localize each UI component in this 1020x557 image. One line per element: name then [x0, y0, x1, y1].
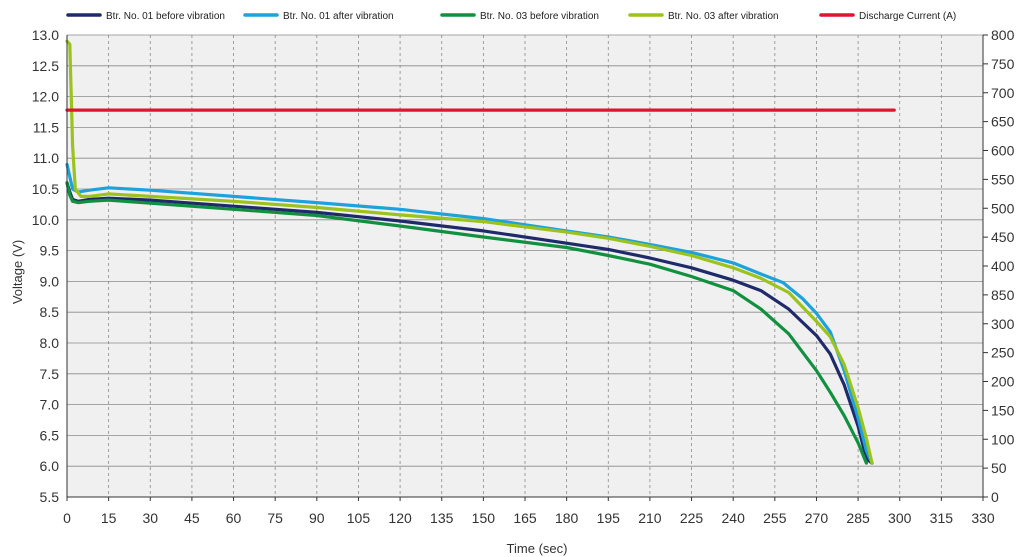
- y-tick-label: 9.5: [40, 243, 60, 259]
- x-tick-label: 105: [347, 510, 371, 526]
- y-tick-label: 11.0: [33, 150, 59, 166]
- x-tick-label: 240: [722, 510, 746, 526]
- y2-tick-label: 850: [991, 287, 1015, 303]
- x-tick-label: 270: [805, 510, 829, 526]
- y-axis-title: Voltage (V): [10, 240, 25, 304]
- y2-tick-label: 0: [991, 489, 999, 505]
- y-tick-label: 11.5: [33, 119, 59, 135]
- x-tick-label: 45: [184, 510, 200, 526]
- x-tick-label: 180: [555, 510, 579, 526]
- x-tick-label: 60: [226, 510, 242, 526]
- y2-tick-label: 300: [991, 316, 1015, 332]
- y-tick-label: 6.0: [40, 458, 60, 474]
- x-tick-label: 210: [638, 510, 662, 526]
- y2-tick-label: 200: [991, 374, 1015, 390]
- grid: [67, 34, 984, 498]
- y2-tick-label: 750: [991, 56, 1015, 72]
- axes: 5.5 6.0 6.5 7.0 7.5 8.0 8.5 9.0 9.5 10.0 10.5 11.0 1…: [32, 27, 1015, 526]
- series-line-3: [65, 181, 868, 465]
- y2-tick-label: 800: [991, 27, 1015, 43]
- y-tick-label: 12.5: [32, 58, 59, 74]
- legend-label: Btr. No. 01 before vibration: [106, 11, 225, 22]
- x-tick-label: 315: [930, 510, 954, 526]
- y2-tick-label: 50: [991, 460, 1007, 476]
- x-tick-label: 300: [888, 510, 912, 526]
- y-tick-label: 5.5: [40, 489, 60, 505]
- legend-label: Btr. No. 01 after vibration: [283, 11, 394, 22]
- y-tick-label: 8.0: [40, 335, 60, 351]
- y2-tick-label: 250: [991, 345, 1015, 361]
- y-tick-label: 10.0: [32, 212, 59, 228]
- y-tick-label: 12.0: [32, 89, 59, 105]
- x-tick-label: 255: [763, 510, 787, 526]
- y-tick-label: 8.5: [40, 304, 60, 320]
- legend-label: Btr. No. 03 before vibration: [480, 11, 599, 22]
- series-line-1: [65, 181, 874, 465]
- x-tick-label: 225: [680, 510, 704, 526]
- y-tick-label: 13.0: [32, 27, 59, 43]
- x-tick-label: 135: [430, 510, 454, 526]
- y2-tick-label: 450: [991, 229, 1015, 245]
- x-tick-label: 30: [142, 510, 158, 526]
- legend-label: Discharge Current (A): [859, 11, 956, 22]
- y2-tick-label: 700: [991, 85, 1015, 101]
- x-tick-label: 75: [267, 510, 283, 526]
- x-tick-label: 165: [513, 510, 537, 526]
- series-lines: [65, 39, 896, 465]
- y-tick-label: 7.0: [40, 397, 60, 413]
- y-tick-label: 7.5: [40, 366, 60, 382]
- y2-tick-label: 500: [991, 200, 1015, 216]
- x-tick-label: 90: [309, 510, 325, 526]
- x-tick-label: 15: [101, 510, 117, 526]
- x-tick-label: 330: [971, 510, 995, 526]
- x-axis-title: Time (sec): [507, 541, 568, 556]
- x-tick-label: 285: [846, 510, 870, 526]
- x-tick-label: 195: [597, 510, 621, 526]
- y-tick-label: 6.5: [40, 427, 60, 443]
- y2-tick-label: 650: [991, 114, 1015, 130]
- legend-label: Btr. No. 03 after vibration: [668, 11, 779, 22]
- y-tick-label: 9.0: [40, 273, 60, 289]
- legend: Btr. No. 01 before vibration Btr. No. 01 …: [66, 11, 956, 22]
- y2-tick-label: 150: [991, 402, 1015, 418]
- y2-tick-label: 550: [991, 171, 1015, 187]
- y-tick-label: 10.5: [32, 181, 59, 197]
- x-tick-label: 150: [472, 510, 496, 526]
- y2-tick-label: 400: [991, 258, 1015, 274]
- series-line-4: [65, 39, 874, 465]
- x-tick-label: 120: [388, 510, 412, 526]
- x-tick-label: 0: [63, 510, 71, 526]
- y2-tick-label: 100: [991, 431, 1015, 447]
- y2-tick-label: 600: [991, 143, 1015, 159]
